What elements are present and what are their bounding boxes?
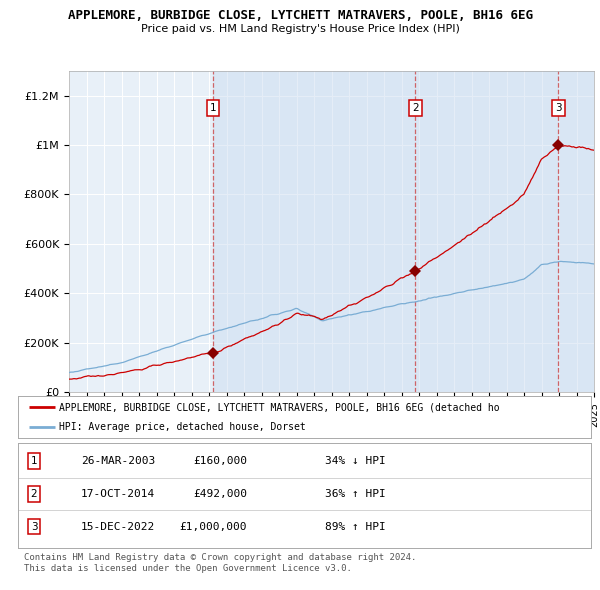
- Text: 1: 1: [210, 103, 217, 113]
- Text: 36% ↑ HPI: 36% ↑ HPI: [325, 489, 385, 499]
- Text: 34% ↓ HPI: 34% ↓ HPI: [325, 457, 385, 467]
- Text: Price paid vs. HM Land Registry's House Price Index (HPI): Price paid vs. HM Land Registry's House …: [140, 24, 460, 34]
- Text: 2: 2: [31, 489, 37, 499]
- Bar: [415, 71, 558, 392]
- Text: 15-DEC-2022: 15-DEC-2022: [81, 522, 155, 532]
- Text: APPLEMORE, BURBIDGE CLOSE, LYTCHETT MATRAVERS, POOLE, BH16 6EG (detached ho: APPLEMORE, BURBIDGE CLOSE, LYTCHETT MATR…: [59, 402, 500, 412]
- Text: APPLEMORE, BURBIDGE CLOSE, LYTCHETT MATRAVERS, POOLE, BH16 6EG: APPLEMORE, BURBIDGE CLOSE, LYTCHETT MATR…: [67, 9, 533, 22]
- Bar: [559, 71, 594, 392]
- Text: £160,000: £160,000: [193, 457, 247, 467]
- Text: £492,000: £492,000: [193, 489, 247, 499]
- Text: 2: 2: [412, 103, 419, 113]
- Text: 3: 3: [555, 103, 562, 113]
- Text: Contains HM Land Registry data © Crown copyright and database right 2024.
This d: Contains HM Land Registry data © Crown c…: [24, 553, 416, 573]
- Text: 1: 1: [31, 457, 37, 467]
- Text: HPI: Average price, detached house, Dorset: HPI: Average price, detached house, Dors…: [59, 422, 306, 432]
- Text: £1,000,000: £1,000,000: [180, 522, 247, 532]
- Bar: [213, 71, 415, 392]
- Text: 3: 3: [31, 522, 37, 532]
- Text: 89% ↑ HPI: 89% ↑ HPI: [325, 522, 385, 532]
- Text: 17-OCT-2014: 17-OCT-2014: [81, 489, 155, 499]
- Text: 26-MAR-2003: 26-MAR-2003: [81, 457, 155, 467]
